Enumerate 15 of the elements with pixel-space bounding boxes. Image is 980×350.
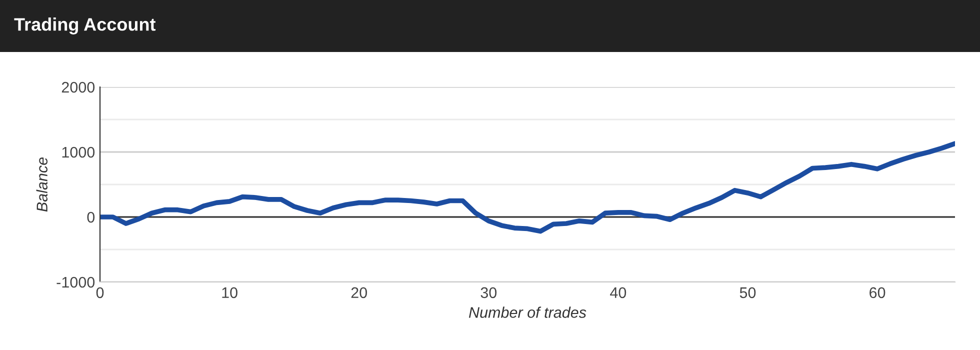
x-tick-label: 20 <box>351 287 367 298</box>
y-tick-label: 0 <box>87 212 95 223</box>
x-tick-label: 50 <box>740 287 756 298</box>
y-tick-label: -1000 <box>56 276 95 288</box>
y-axis-title: Balance <box>36 157 48 212</box>
x-tick-label: 60 <box>870 287 886 298</box>
line-series <box>100 141 955 234</box>
x-axis-title: Number of trades <box>468 306 586 318</box>
y-tick-label: 2000 <box>62 82 95 93</box>
y-tick-label: 1000 <box>62 146 95 158</box>
x-tick-label: 30 <box>480 287 497 298</box>
x-tick-label: 10 <box>222 287 238 298</box>
x-tick-label: 40 <box>610 287 626 298</box>
x-tick-label: 0 <box>96 287 104 298</box>
chart-title: Trading Account <box>14 18 156 34</box>
